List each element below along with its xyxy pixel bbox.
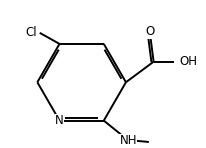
Text: O: O <box>146 25 155 38</box>
Text: OH: OH <box>179 55 197 68</box>
Text: NH: NH <box>119 134 137 147</box>
Text: N: N <box>55 114 64 127</box>
Text: Cl: Cl <box>25 26 36 39</box>
